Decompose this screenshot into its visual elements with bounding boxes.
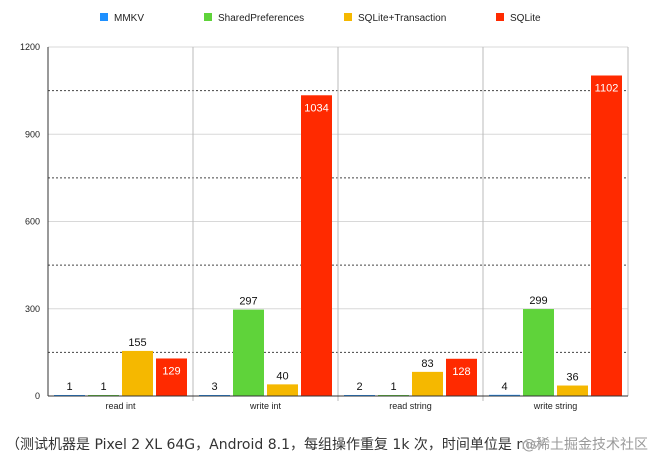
bar-chart: MMKV SharedPreferences SQLite+Transaction S… xyxy=(20,13,629,411)
bar-2-3 xyxy=(557,385,588,396)
data-label-2-3: 36 xyxy=(566,372,578,384)
data-label-2-2: 83 xyxy=(421,358,433,370)
bar-3-2 xyxy=(446,358,477,396)
data-label-0-3: 4 xyxy=(501,381,507,393)
legend-label-0: MMKV xyxy=(114,13,144,24)
legend-swatch-0 xyxy=(100,13,108,21)
bar-3-1 xyxy=(301,95,332,397)
bar-2-2 xyxy=(412,371,443,396)
bar-2-1 xyxy=(267,384,298,396)
bar-0-3 xyxy=(489,394,520,396)
x-tick-label-2: read string xyxy=(389,401,432,411)
legend-swatch-1 xyxy=(204,13,212,21)
data-label-3-1: 1034 xyxy=(304,102,328,114)
y-tick-label: 600 xyxy=(25,217,40,227)
legend-swatch-3 xyxy=(496,13,504,21)
data-label-1-0: 1 xyxy=(100,381,106,393)
data-label-0-2: 2 xyxy=(356,381,362,393)
data-label-3-2: 128 xyxy=(452,366,470,378)
bar-2-0 xyxy=(122,350,153,396)
chart-caption: （测试机器是 Pixel 2 XL 64G，Android 8.1，每组操作重复… xyxy=(6,437,552,453)
data-label-3-0: 129 xyxy=(162,365,180,377)
legend-label-3: SQLite xyxy=(510,13,541,24)
data-label-2-0: 155 xyxy=(128,337,146,349)
y-tick-label: 900 xyxy=(25,129,40,139)
bar-3-3 xyxy=(591,75,622,397)
bar-1-3 xyxy=(523,309,554,396)
data-label-1-2: 1 xyxy=(390,381,396,393)
y-tick-label: 300 xyxy=(25,304,40,314)
data-label-1-3: 299 xyxy=(529,295,547,307)
data-label-1-1: 297 xyxy=(239,296,257,308)
data-label-0-1: 3 xyxy=(211,381,217,393)
bar-1-1 xyxy=(233,309,264,396)
data-label-0-0: 1 xyxy=(66,381,72,393)
legend-label-1: SharedPreferences xyxy=(218,13,304,24)
y-tick-label: 1200 xyxy=(20,42,40,52)
x-tick-label-1: write int xyxy=(249,401,282,411)
site-watermark: @稀土掘金技术社区 xyxy=(522,434,648,454)
data-label-3-3: 1102 xyxy=(595,83,619,95)
x-tick-label-3: write string xyxy=(533,401,578,411)
data-label-2-1: 40 xyxy=(276,370,288,382)
bar-3-0 xyxy=(156,358,187,396)
bars: 1 1 155 129 3 297 40 1034 2 1 83 128 4 299 36 1102 xyxy=(54,75,622,397)
x-tick-label-0: read int xyxy=(105,401,136,411)
y-tick-label: 0 xyxy=(35,391,40,401)
axes: read int write int read string write string… xyxy=(20,42,628,411)
chart-legend: MMKV SharedPreferences SQLite+Transaction S… xyxy=(100,13,541,24)
legend-label-2: SQLite+Transaction xyxy=(358,13,446,24)
legend-swatch-2 xyxy=(344,13,352,21)
